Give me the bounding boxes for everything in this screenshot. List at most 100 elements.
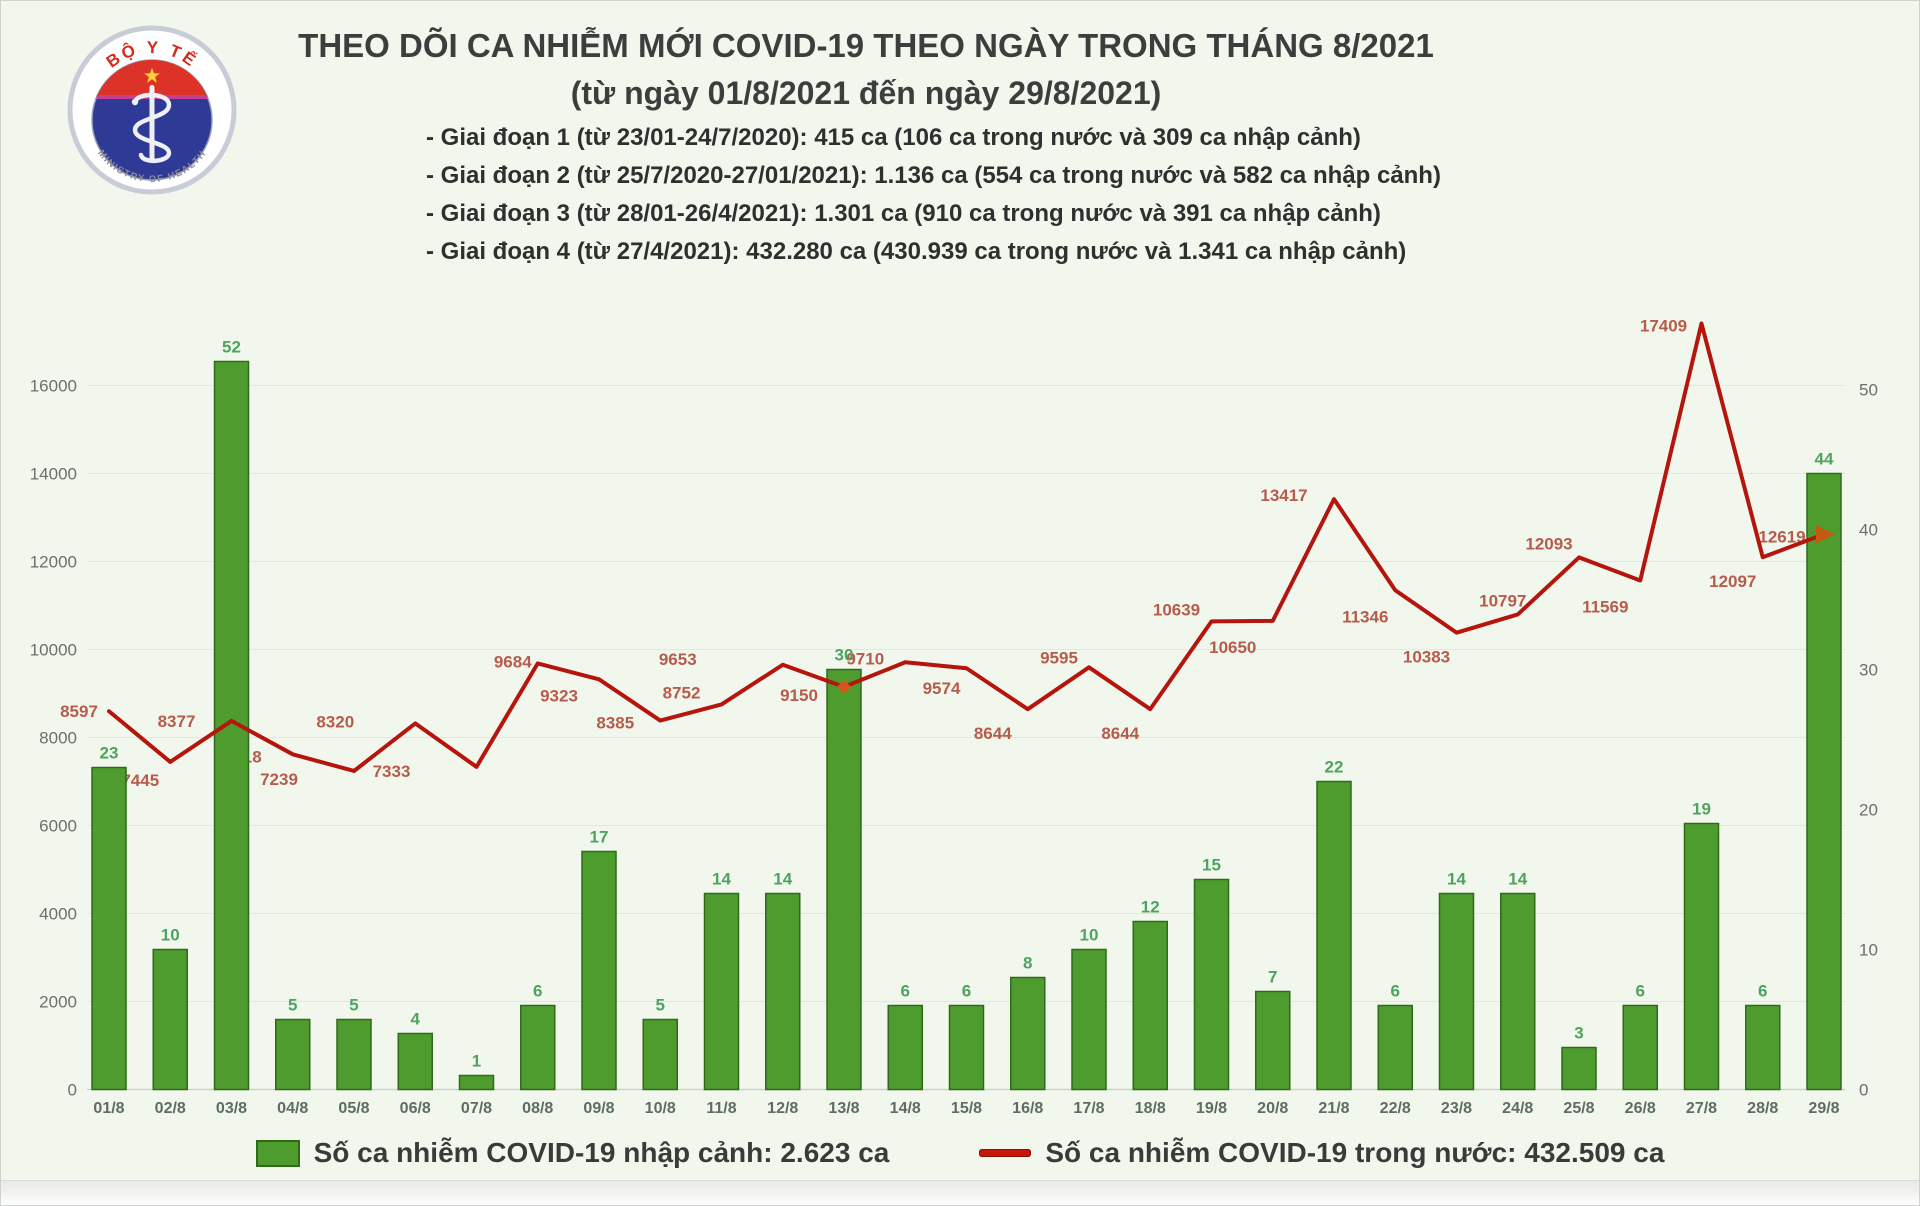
phase-notes: - Giai đoạn 1 (từ 23/01-24/7/2020): 415 …	[426, 119, 1441, 271]
svg-text:10: 10	[1859, 941, 1878, 960]
svg-text:7239: 7239	[260, 770, 298, 789]
svg-text:17: 17	[590, 828, 609, 847]
svg-text:01/8: 01/8	[93, 1100, 124, 1117]
svg-text:13/8: 13/8	[828, 1100, 859, 1117]
svg-text:16000: 16000	[30, 377, 77, 396]
svg-text:26/8: 26/8	[1625, 1100, 1656, 1117]
svg-text:52: 52	[222, 338, 241, 357]
legend-item-imported: Số ca nhiễm COVID-19 nhập cảnh: 2.623 ca	[255, 1137, 890, 1169]
svg-text:23/8: 23/8	[1441, 1100, 1472, 1117]
bar-series-swatch	[255, 1139, 300, 1167]
svg-text:8752: 8752	[663, 683, 701, 702]
svg-text:10: 10	[161, 926, 180, 945]
svg-text:8320: 8320	[316, 712, 354, 731]
svg-text:8597: 8597	[60, 702, 98, 721]
chart-legend: Số ca nhiễm COVID-19 nhập cảnh: 2.623 ca…	[1, 1137, 1919, 1169]
line-series-label: Số ca nhiễm COVID-19 trong nước: 432.509…	[1045, 1137, 1665, 1168]
logo-asclepius-staff-icon	[131, 85, 172, 163]
svg-text:14000: 14000	[30, 465, 77, 484]
line-series-swatch	[979, 1149, 1032, 1157]
svg-text:15/8: 15/8	[951, 1100, 982, 1117]
svg-text:24/8: 24/8	[1502, 1100, 1533, 1117]
svg-text:23: 23	[100, 744, 119, 763]
svg-text:5: 5	[656, 996, 665, 1015]
svg-text:07/8: 07/8	[461, 1100, 492, 1117]
header: THEO DÕI CA NHIỄM MỚI COVID-19 THEO NGÀY…	[1, 27, 1731, 112]
svg-text:9684: 9684	[494, 652, 532, 671]
svg-text:8000: 8000	[39, 729, 77, 748]
svg-text:11346: 11346	[1342, 607, 1388, 626]
svg-text:12097: 12097	[1709, 572, 1756, 591]
legend-item-domestic: Số ca nhiễm COVID-19 trong nước: 432.509…	[979, 1137, 1664, 1169]
svg-text:14: 14	[1447, 870, 1466, 889]
svg-text:08/8: 08/8	[522, 1100, 553, 1117]
svg-text:21/8: 21/8	[1318, 1100, 1349, 1117]
svg-text:18/8: 18/8	[1135, 1100, 1166, 1117]
svg-text:12000: 12000	[30, 553, 77, 572]
svg-text:10383: 10383	[1403, 648, 1450, 667]
svg-text:8644: 8644	[1101, 724, 1139, 743]
svg-text:22: 22	[1325, 758, 1344, 777]
svg-text:6: 6	[962, 982, 971, 1001]
svg-text:5: 5	[349, 996, 358, 1015]
svg-text:03/8: 03/8	[216, 1100, 247, 1117]
svg-text:29/8: 29/8	[1808, 1100, 1839, 1117]
svg-text:10639: 10639	[1153, 600, 1200, 619]
svg-text:17/8: 17/8	[1073, 1100, 1104, 1117]
svg-text:06/8: 06/8	[400, 1100, 431, 1117]
svg-text:7333: 7333	[373, 762, 411, 781]
svg-text:44: 44	[1815, 450, 1834, 469]
svg-text:14: 14	[773, 870, 792, 889]
svg-text:14/8: 14/8	[890, 1100, 921, 1117]
svg-text:9595: 9595	[1040, 648, 1078, 667]
svg-text:19: 19	[1692, 800, 1711, 819]
svg-text:2000: 2000	[39, 993, 77, 1012]
svg-text:10: 10	[1080, 926, 1099, 945]
svg-text:4: 4	[411, 1010, 421, 1029]
note-phase-4: - Giai đoạn 4 (từ 27/4/2021): 432.280 ca…	[426, 238, 1407, 265]
svg-text:7445: 7445	[121, 771, 159, 790]
svg-text:6: 6	[1391, 982, 1400, 1001]
svg-text:8377: 8377	[158, 712, 196, 731]
svg-text:28/8: 28/8	[1747, 1100, 1778, 1117]
svg-text:40: 40	[1859, 521, 1878, 540]
bar-series-label: Số ca nhiễm COVID-19 nhập cảnh: 2.623 ca	[313, 1137, 890, 1168]
svg-text:10650: 10650	[1209, 638, 1256, 657]
svg-text:20: 20	[1859, 801, 1878, 820]
svg-text:14: 14	[712, 870, 731, 889]
svg-text:1: 1	[472, 1052, 481, 1071]
bottom-strip	[1, 1180, 1919, 1205]
svg-text:11569: 11569	[1582, 597, 1628, 616]
svg-text:04/8: 04/8	[277, 1100, 308, 1117]
svg-text:6: 6	[1758, 982, 1767, 1001]
svg-text:12619: 12619	[1758, 527, 1805, 546]
svg-text:9710: 9710	[846, 649, 884, 668]
svg-text:0: 0	[1859, 1081, 1868, 1100]
svg-text:13417: 13417	[1260, 486, 1307, 505]
svg-text:30: 30	[1859, 661, 1878, 680]
svg-text:10797: 10797	[1479, 591, 1526, 610]
svg-text:12093: 12093	[1525, 534, 1572, 553]
svg-text:0: 0	[68, 1081, 77, 1100]
logo-star-icon	[143, 67, 161, 84]
svg-text:22/8: 22/8	[1380, 1100, 1411, 1117]
ministry-of-health-logo: BỘ Y TẾ MINISTRY OF HEALTH	[67, 25, 237, 195]
svg-text:15: 15	[1202, 856, 1221, 875]
svg-text:27/8: 27/8	[1686, 1100, 1717, 1117]
svg-text:11/8: 11/8	[706, 1100, 736, 1117]
svg-text:20/8: 20/8	[1257, 1100, 1288, 1117]
svg-text:8644: 8644	[974, 724, 1012, 743]
svg-text:8385: 8385	[596, 714, 634, 733]
svg-text:9653: 9653	[659, 650, 697, 669]
svg-text:19/8: 19/8	[1196, 1100, 1227, 1117]
svg-text:50: 50	[1859, 381, 1878, 400]
svg-text:6000: 6000	[39, 817, 77, 836]
svg-text:6: 6	[1636, 982, 1645, 1001]
svg-text:16/8: 16/8	[1012, 1100, 1043, 1117]
svg-text:9574: 9574	[923, 679, 961, 698]
svg-text:10/8: 10/8	[645, 1100, 676, 1117]
svg-text:6: 6	[533, 982, 542, 1001]
svg-text:5: 5	[288, 996, 297, 1015]
